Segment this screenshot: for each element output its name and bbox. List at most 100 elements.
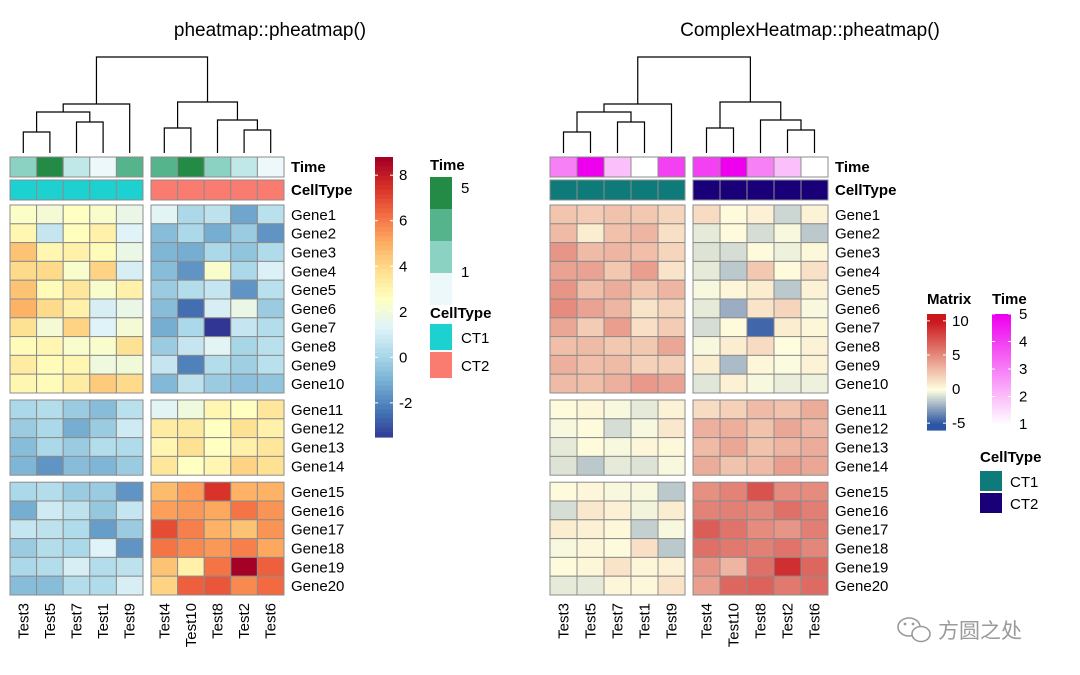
column-label: Test3	[556, 603, 573, 639]
heatmap-cell	[89, 455, 117, 476]
column-label: Test3	[15, 603, 32, 639]
time-legend-bar	[992, 350, 1011, 354]
heatmap-cell	[746, 242, 775, 262]
heatmap-cell	[657, 298, 686, 319]
heatmap-cell	[719, 317, 748, 338]
dendrogram-branch	[759, 119, 802, 153]
celltype-annotation-cell	[36, 179, 64, 201]
heatmap-cell	[692, 373, 721, 394]
heatmap-cell	[203, 204, 232, 225]
heatmap-cell	[36, 455, 64, 476]
matrix-legend-bar	[375, 297, 393, 303]
heatmap-cell	[150, 399, 179, 420]
heatmap-cell	[692, 556, 721, 577]
dendrogram-branch	[177, 101, 239, 128]
matrix-legend-bar	[927, 366, 946, 369]
matrix-legend-bar	[927, 395, 946, 398]
celltype-legend-swatch	[430, 352, 452, 378]
row-label: Gene1	[835, 207, 880, 224]
heatmap-cell	[603, 575, 632, 596]
heatmap-cell	[177, 317, 205, 338]
celltype-legend-swatch	[980, 471, 1002, 491]
heatmap-cell	[549, 336, 578, 356]
heatmap-cell	[230, 354, 258, 375]
heatmap-cell	[89, 204, 117, 225]
heatmap-cell	[62, 354, 91, 375]
heatmap-cell	[800, 373, 829, 394]
heatmap-cell	[576, 354, 605, 375]
heatmap-cell	[177, 556, 205, 577]
time-legend-bar	[992, 416, 1011, 420]
heatmap-cell	[203, 418, 232, 439]
time-legend-bar	[992, 328, 1011, 332]
heatmap-cell	[719, 437, 748, 457]
row-label: Gene4	[835, 263, 880, 280]
heatmap-cell	[177, 204, 205, 225]
heatmap-cell	[746, 354, 775, 375]
heatmap-cell	[177, 260, 205, 281]
heatmap-cell	[256, 336, 285, 356]
heatmap-cell	[89, 373, 117, 394]
heatmap-cell	[603, 500, 632, 521]
heatmap-cell	[89, 538, 117, 558]
matrix-legend-bar	[927, 314, 946, 317]
heatmap-cell	[36, 575, 64, 596]
heatmap-cell	[230, 204, 258, 225]
heatmap-cell	[177, 538, 205, 558]
heatmap-cell	[773, 279, 802, 300]
heatmap-cell	[256, 575, 285, 596]
heatmap-cell	[203, 519, 232, 540]
time-legend-tick-label: 4	[1019, 334, 1027, 351]
heatmap-cell	[746, 317, 775, 338]
row-label: Gene2	[291, 226, 336, 243]
time-annotation-cell	[177, 156, 205, 178]
matrix-legend-bar	[927, 325, 946, 329]
row-label: Gene19	[835, 559, 888, 576]
matrix-legend-bar	[927, 350, 946, 354]
heatmap-cell	[630, 538, 659, 558]
matrix-legend-tick-label: 0	[952, 381, 960, 398]
matrix-legend-bar	[375, 432, 393, 438]
time-legend-bar	[992, 396, 1011, 399]
celltype-annotation-cell	[177, 179, 205, 201]
matrix-legend-bar	[375, 362, 393, 368]
matrix-legend-bar	[375, 353, 393, 359]
heatmap-cell	[549, 223, 578, 244]
heatmap-cell	[36, 336, 64, 356]
celltype-annotation-cell	[692, 179, 721, 201]
heatmap-cell	[800, 399, 829, 420]
heatmap-cell	[230, 437, 258, 457]
heatmap-cell	[62, 223, 91, 244]
matrix-legend-bar	[927, 387, 946, 390]
time-legend-bar	[992, 367, 1011, 370]
heatmap-cell	[549, 418, 578, 439]
matrix-legend-bar	[927, 414, 946, 418]
heatmap-cell	[256, 418, 285, 439]
heatmap-cell	[230, 575, 258, 596]
celltype-legend-title: CellType	[980, 449, 1041, 466]
heatmap-cell	[177, 500, 205, 521]
matrix-legend-bar	[927, 402, 946, 406]
heatmap-cell	[36, 556, 64, 577]
heatmap-cell	[549, 242, 578, 262]
heatmap-cell	[549, 481, 578, 502]
heatmap-cell	[603, 481, 632, 502]
time-legend-bar	[992, 326, 1011, 330]
heatmap-cell	[203, 538, 232, 558]
time-annotation-cell	[603, 156, 632, 178]
column-label: Test6	[807, 603, 824, 639]
matrix-legend-bar	[927, 418, 946, 421]
row-label: Gene16	[835, 503, 888, 520]
heatmap-cell	[177, 455, 205, 476]
heatmap-cell	[603, 556, 632, 577]
time-legend-tick-label: 5	[1019, 306, 1027, 323]
heatmap-cell	[603, 418, 632, 439]
heatmap-cell	[177, 399, 205, 420]
matrix-legend-bar	[927, 321, 946, 325]
heatmap-cell	[177, 519, 205, 540]
time-legend-bar	[992, 345, 1011, 348]
celltype-legend-label: CT1	[461, 330, 489, 347]
time-legend-bar	[992, 369, 1011, 372]
column-label: Test5	[42, 603, 59, 639]
heatmap-cell	[603, 298, 632, 319]
